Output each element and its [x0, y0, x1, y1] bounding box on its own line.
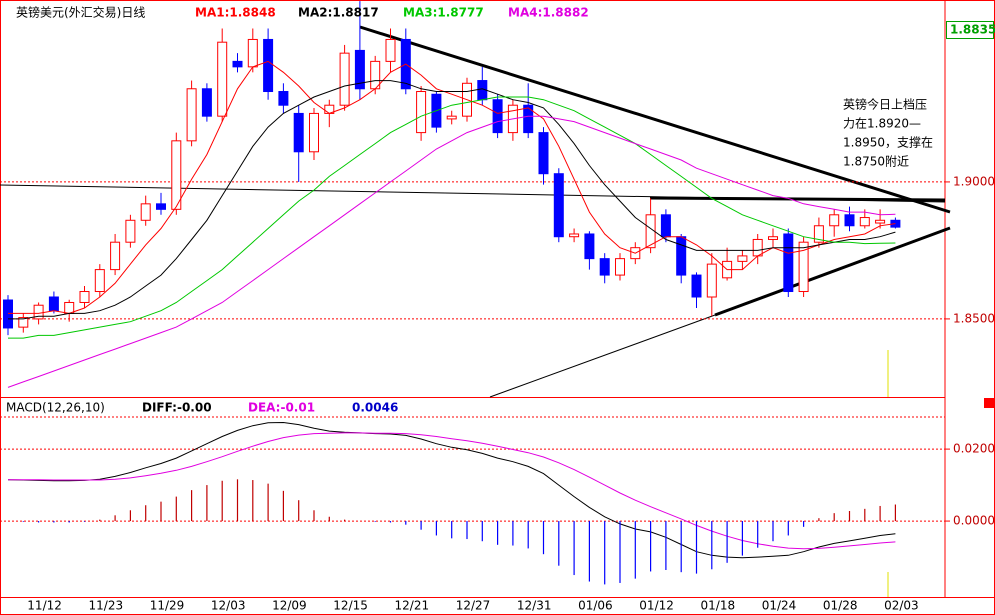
candle-body	[3, 299, 13, 329]
candle-body	[599, 258, 610, 276]
candle-body	[859, 217, 870, 227]
line	[7, 115, 896, 388]
legend-label: MA1:1.8848	[195, 6, 276, 20]
candle-body	[783, 233, 794, 293]
x-tick-label: 11/29	[150, 599, 185, 613]
trend-line	[649, 196, 946, 202]
candle-body	[615, 258, 625, 276]
x-tick-label: 01/28	[823, 599, 858, 613]
legend-label: DIFF:-0.00	[142, 401, 212, 415]
scroll-marker	[984, 398, 994, 408]
line	[8, 96, 896, 339]
annotation: 1.8950，支撑在	[843, 135, 933, 150]
candle-body	[676, 236, 687, 276]
line	[8, 80, 896, 320]
candle-body	[33, 304, 44, 320]
candle-body	[370, 60, 381, 90]
candle-body	[829, 214, 840, 227]
candle-body	[94, 269, 105, 293]
candle-body	[798, 241, 809, 293]
candle-body	[171, 140, 182, 210]
legend-label: MA4:1.8882	[508, 6, 589, 20]
y-tick-label: 1.9000	[953, 174, 995, 188]
line	[8, 432, 896, 550]
candle-body	[48, 296, 59, 312]
trend-line	[359, 25, 951, 214]
candle-body	[79, 291, 90, 303]
candle-body	[293, 112, 304, 153]
candle-body	[247, 38, 258, 68]
annotation: 1.8750附近	[843, 155, 909, 169]
x-tick-label: 11/23	[89, 599, 124, 613]
legend-label: DEA:-0.01	[248, 401, 315, 415]
candle-body	[584, 233, 595, 260]
candle-body	[706, 263, 717, 298]
candle-body	[875, 219, 886, 224]
candle-body	[538, 132, 549, 175]
candle-body	[768, 236, 778, 240]
x-tick-label: 12/15	[333, 599, 368, 613]
candle-body	[263, 38, 274, 93]
candle-body	[813, 225, 824, 243]
candle-body	[691, 274, 702, 298]
x-tick-label: 12/21	[395, 599, 430, 613]
annotation: 力在1.8920—	[843, 117, 921, 131]
y-tick-label: 0.0200	[953, 442, 995, 456]
candle-body	[844, 214, 855, 227]
trend-line	[489, 314, 716, 398]
candle-body	[660, 214, 671, 238]
candle-body	[217, 41, 228, 117]
x-tick-label: 02/03	[884, 599, 919, 613]
x-tick-label: 01/06	[578, 599, 613, 613]
annotation: 英镑今日上档压	[843, 97, 927, 112]
line	[7, 421, 896, 559]
candle-body	[110, 241, 121, 271]
candle-body	[523, 104, 534, 134]
x-tick-label: 01/12	[639, 599, 674, 613]
candle-body	[156, 203, 166, 210]
last-price-box	[946, 21, 994, 39]
candle-body	[446, 115, 457, 120]
legend-label: MA3:1.8777	[403, 6, 484, 20]
line	[8, 60, 896, 314]
legend-label: MA2:1.8817	[298, 6, 379, 20]
candle-body	[232, 60, 243, 68]
candle-body	[416, 91, 427, 134]
x-tick-label: 11/12	[27, 599, 62, 613]
trend-line	[714, 226, 951, 317]
candle-body	[569, 233, 580, 238]
x-tick-label: 12/03	[211, 599, 246, 613]
candle-body	[278, 91, 289, 106]
candle-body	[140, 203, 151, 221]
candle-body	[492, 99, 503, 134]
candle-body	[553, 173, 564, 238]
x-tick-label: 12/09	[272, 599, 307, 613]
candle-body	[385, 38, 396, 62]
candle-body	[18, 317, 29, 328]
macd-title: MACD(12,26,10)	[6, 401, 105, 415]
candle-body	[737, 255, 748, 262]
candle-body	[752, 238, 763, 257]
y-tick-label: 1.8500	[953, 311, 995, 325]
x-tick-label: 01/18	[701, 599, 736, 613]
x-tick-label: 12/27	[456, 599, 491, 613]
y-tick-label: 0.0000	[953, 514, 995, 528]
x-tick-label: 12/31	[517, 599, 552, 613]
candle-body	[309, 112, 319, 153]
candle-body	[354, 49, 365, 90]
chart-title: 英镑美元(外汇交易)日线	[16, 5, 145, 20]
candle-body	[339, 52, 350, 106]
last-price: 1.8835	[950, 23, 995, 37]
candle-body	[201, 88, 212, 117]
candle-body	[125, 219, 136, 243]
candle-body	[186, 88, 197, 142]
legend-label: 0.0046	[352, 401, 398, 415]
x-tick-label: 01/24	[762, 599, 797, 613]
